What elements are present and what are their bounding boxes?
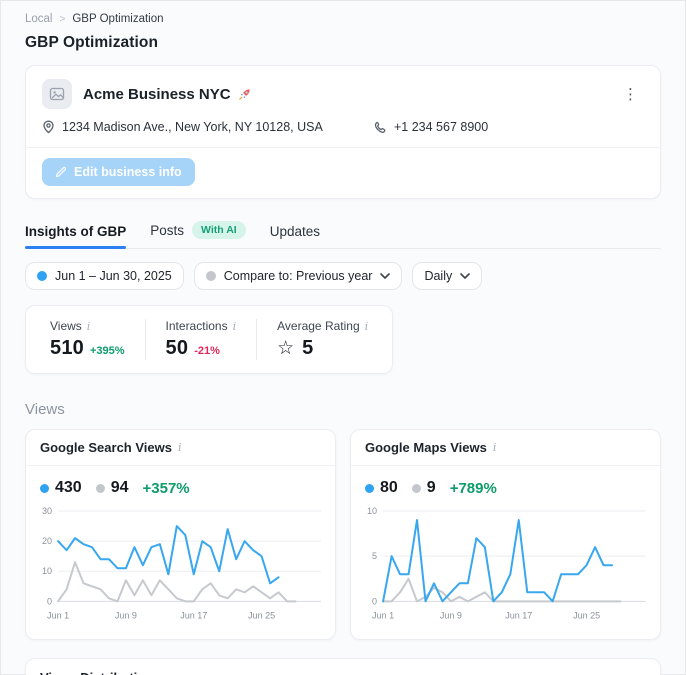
google-maps-views-card: Google Maps Views i 80 9 +789% 0 5 10 Jun 1… <box>350 429 661 641</box>
current-period-dot-icon <box>37 271 47 281</box>
kebab-menu-icon[interactable]: ⋮ <box>623 85 638 103</box>
change-percent: +357% <box>142 479 190 497</box>
business-card: Acme Business NYC ⋮ <box>25 65 661 199</box>
stat-average-rating-label: Average Rating <box>277 319 360 333</box>
chart-title: Google Search Views <box>40 440 172 455</box>
page-title: GBP Optimization <box>25 34 159 51</box>
stat-views-label: Views <box>50 319 82 333</box>
stat-views-value: 510 <box>50 337 84 359</box>
stat-average-rating-value: 5 <box>302 337 314 359</box>
google-search-views-card: Google Search Views i 430 94 +357% 0 10 20… <box>25 429 336 641</box>
stat-average-rating: Average Rating i ☆ 5 <box>257 319 388 360</box>
info-icon[interactable]: i <box>232 319 237 333</box>
chevron-down-icon <box>380 273 391 279</box>
tab-updates[interactable]: Updates <box>269 224 320 239</box>
previous-series-dot-icon <box>411 483 421 493</box>
svg-text:Jun 9: Jun 9 <box>115 610 137 620</box>
distribution-title: Views Distribution <box>40 670 153 675</box>
current-series-dot-icon <box>365 483 374 493</box>
views-distribution-card: Views Distribution 510 +395% <box>25 658 661 675</box>
granularity-dropdown[interactable]: Daily <box>412 262 483 290</box>
business-name: Acme Business NYC <box>83 86 252 103</box>
chevron-down-icon <box>460 273 471 279</box>
svg-text:5: 5 <box>372 551 377 561</box>
stats-summary-card: Views i 510 +395% Interactions i 50 -21%… <box>25 305 394 374</box>
charts-row: Google Search Views i 430 94 +357% 0 10 20… <box>25 429 661 641</box>
previous-value: 9 <box>426 479 436 496</box>
star-outline-icon: ☆ <box>277 338 295 359</box>
chart-title: Google Maps Views <box>365 440 487 455</box>
info-icon[interactable]: i <box>364 319 369 333</box>
info-icon[interactable]: i <box>86 319 91 333</box>
stat-views: Views i 510 +395% <box>30 319 146 360</box>
location-pin-icon <box>43 120 54 134</box>
info-icon[interactable]: i <box>492 441 497 454</box>
svg-text:Jun 17: Jun 17 <box>180 610 207 620</box>
phone-icon <box>374 121 386 133</box>
pencil-icon <box>55 166 67 178</box>
previous-series-dot-icon <box>95 483 105 493</box>
svg-text:Jun 25: Jun 25 <box>573 610 600 620</box>
svg-text:Jun 1: Jun 1 <box>47 610 69 620</box>
date-range-picker[interactable]: Jun 1 – Jun 30, 2025 <box>25 262 184 290</box>
stat-views-delta: +395% <box>89 345 125 357</box>
svg-text:Jun 9: Jun 9 <box>440 610 462 620</box>
tab-bar: Insights of GBP Posts With AI Updates <box>25 221 661 249</box>
business-photo-icon <box>42 79 72 109</box>
previous-period-dot-icon <box>205 271 216 281</box>
breadcrumb-current: GBP Optimization <box>72 13 164 25</box>
info-icon[interactable]: i <box>177 441 182 454</box>
compare-to-dropdown[interactable]: Compare to: Previous year <box>193 262 403 290</box>
with-ai-badge: With AI <box>192 221 246 239</box>
svg-text:0: 0 <box>372 596 377 606</box>
breadcrumb-local[interactable]: Local <box>25 13 53 25</box>
edit-business-info-button[interactable]: Edit business info <box>42 158 195 186</box>
change-percent: +789% <box>449 479 497 497</box>
svg-text:Jun 17: Jun 17 <box>505 610 532 620</box>
breadcrumb: Local > GBP Optimization <box>25 13 661 25</box>
svg-text:0: 0 <box>47 596 52 606</box>
svg-text:20: 20 <box>42 536 52 546</box>
tab-insights-of-gbp[interactable]: Insights of GBP <box>25 224 127 249</box>
svg-text:10: 10 <box>367 506 377 516</box>
previous-value: 94 <box>110 479 129 496</box>
current-value: 430 <box>55 479 82 496</box>
current-value: 80 <box>380 479 398 496</box>
google-maps-views-chart: 0 5 10 Jun 1 Jun 9 Jun 17 Jun 25 <box>367 506 646 620</box>
google-search-views-chart: 0 10 20 30 Jun 1 Jun 9 Jun 17 Jun 25 <box>42 506 321 620</box>
chart-legend: 80 9 +789% <box>351 466 660 499</box>
card-divider <box>26 147 660 148</box>
business-address: 1234 Madison Ave., New York, NY 10128, U… <box>42 120 374 134</box>
svg-text:Jun 25: Jun 25 <box>248 610 275 620</box>
current-series-dot-icon <box>40 483 49 493</box>
stat-interactions-label: Interactions <box>165 319 228 333</box>
views-section-title: Views <box>25 401 65 418</box>
svg-text:Jun 1: Jun 1 <box>372 610 394 620</box>
stat-interactions-delta: -21% <box>194 345 220 357</box>
rocket-icon <box>238 88 250 100</box>
tab-posts[interactable]: Posts With AI <box>150 221 246 248</box>
filter-bar: Jun 1 – Jun 30, 2025 Compare to: Previou… <box>25 262 661 290</box>
stat-interactions-value: 50 <box>165 337 189 359</box>
business-phone: +1 234 567 8900 <box>374 120 488 134</box>
stat-interactions: Interactions i 50 -21% <box>146 319 258 360</box>
breadcrumb-separator-icon: > <box>59 13 66 25</box>
svg-text:30: 30 <box>42 506 52 516</box>
svg-text:10: 10 <box>42 566 52 576</box>
chart-legend: 430 94 +357% <box>26 466 335 499</box>
